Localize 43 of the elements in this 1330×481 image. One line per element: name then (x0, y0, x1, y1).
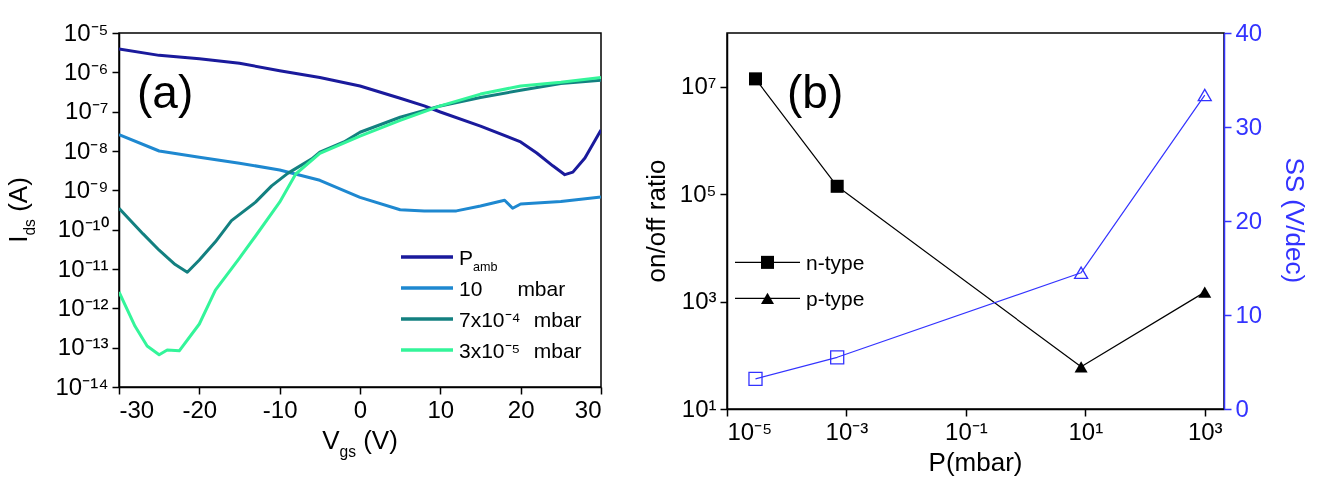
y-tick-label: 10⁻⁶ (63, 57, 109, 85)
y-tick-label: 10³ (681, 287, 717, 315)
line-series (119, 47, 601, 177)
y-tick-label: 10⁻⁸ (63, 136, 109, 164)
line-series (119, 133, 601, 213)
y-tick-label: 10⁵ (679, 179, 717, 207)
legend-label: n-type (806, 251, 865, 275)
x-tick-label: -10 (262, 395, 298, 423)
text: 10 mbar (459, 277, 566, 300)
line-series (119, 75, 601, 357)
x-tick-label: -20 (182, 395, 218, 423)
y-tick-label: 10⁻⁵ (63, 18, 109, 46)
x-tick-label: 10³ (1187, 417, 1223, 445)
x-tick-label: 10¹ (1068, 417, 1104, 445)
y2-axis-title: SS (V/dec) (1280, 157, 1310, 284)
legend-label: 7x10⁻⁴ mbar (459, 308, 582, 331)
x-tick-label: 10⁻¹ (945, 417, 988, 445)
x-tick-label: -30 (119, 395, 155, 423)
y-tick-label: 10⁻¹² (57, 293, 109, 321)
y-tick-label: 10⁻¹¹ (57, 254, 109, 282)
x-tick-label: 10⁻⁵ (727, 417, 773, 445)
y2-tick-label: 20 (1235, 206, 1263, 234)
x-tick-label: 0 (353, 395, 368, 423)
x-tick-label: 30 (574, 395, 602, 423)
y-tick-label: 10⁻¹³ (57, 333, 109, 361)
y-tick-label: 10⁻¹⁴ (55, 372, 109, 400)
y2-tick-label: 10 (1235, 300, 1263, 328)
x-tick-label: 20 (507, 395, 535, 423)
x-axis-title: P(mbar) (928, 447, 1023, 477)
y2-tick-label: 30 (1235, 112, 1263, 140)
legend-label: p-type (806, 287, 865, 311)
y2-tick-label: 40 (1235, 18, 1263, 46)
x-tick-label: 10 (427, 395, 455, 423)
annotation: (a) (137, 66, 194, 118)
y-tick-label: 10⁻¹⁰ (57, 215, 109, 243)
x-tick-label: 10⁻³ (825, 417, 869, 445)
annotation: (b) (787, 66, 844, 118)
y-axis-title: Ids (A) (3, 177, 38, 243)
legend-label: 3x10⁻⁵ mbar (459, 339, 582, 362)
y-tick-label: 10⁻⁹ (63, 175, 109, 203)
y-axis-title: on/off ratio (641, 159, 671, 283)
y-tick-label: 10⁷ (681, 72, 717, 100)
y-tick-label: 10⁻⁷ (65, 97, 109, 125)
